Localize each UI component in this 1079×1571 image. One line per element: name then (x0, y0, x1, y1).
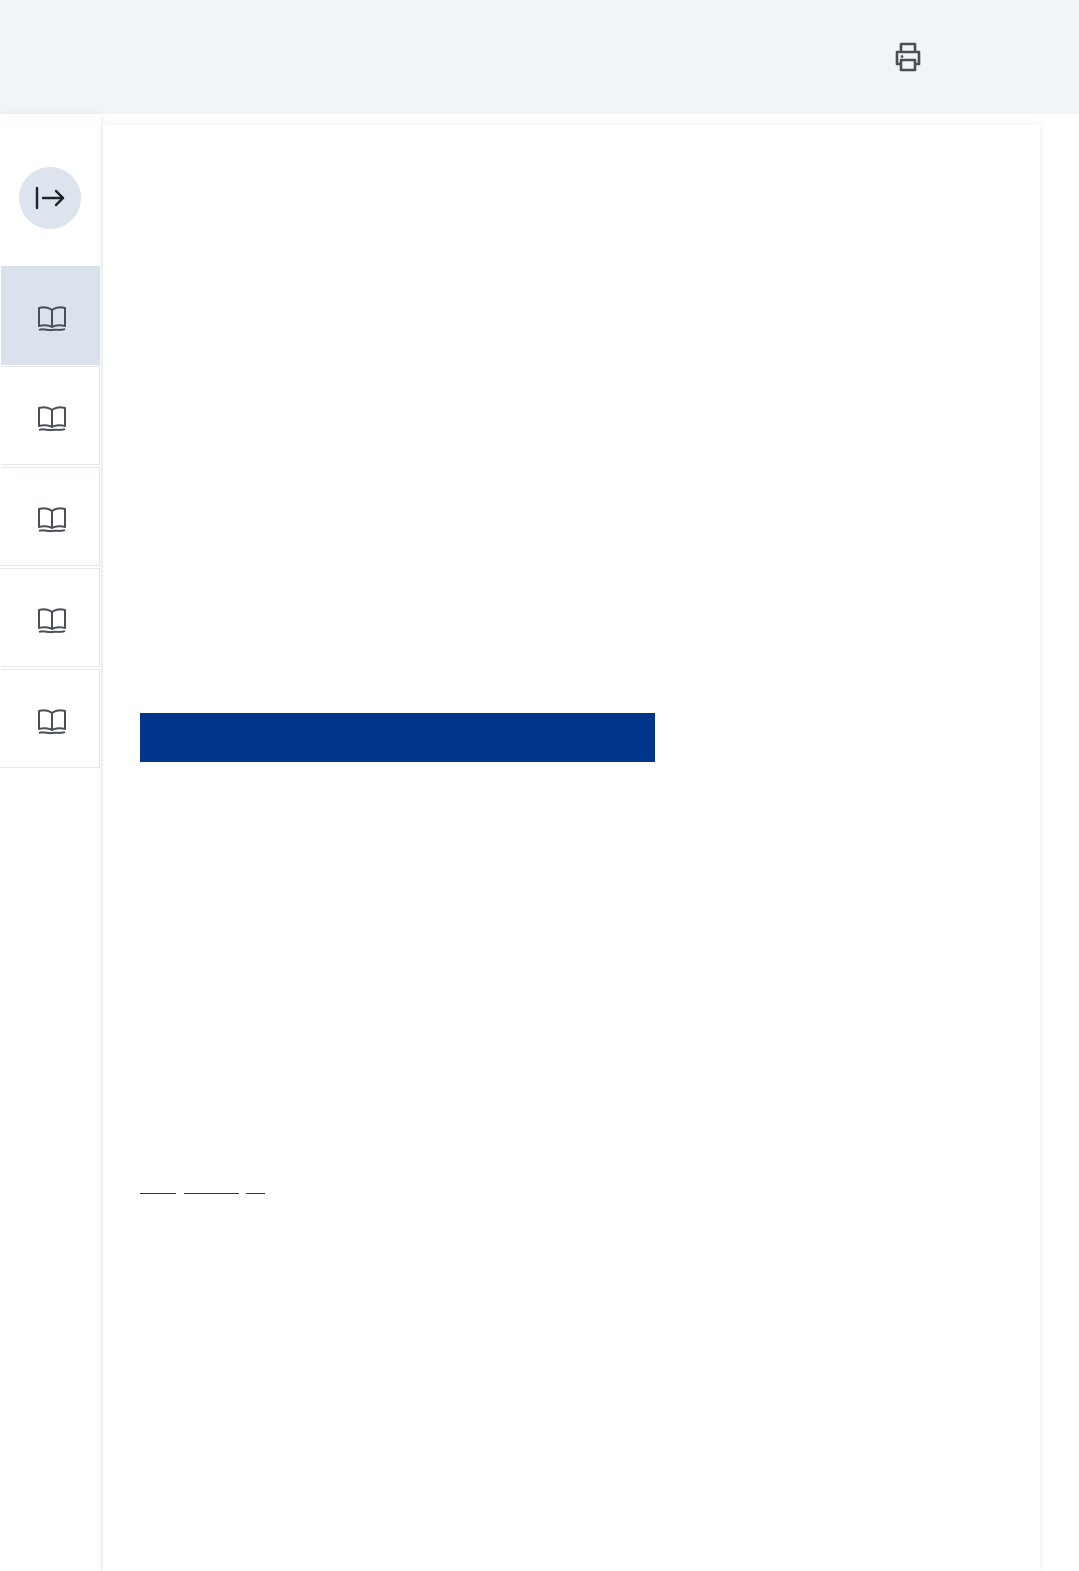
link[interactable] (184, 1192, 239, 1194)
nav-item[interactable] (1, 366, 100, 465)
nav-item[interactable] (1, 266, 100, 365)
print-button[interactable] (888, 37, 928, 77)
book-icon (38, 608, 66, 634)
nav-item[interactable] (1, 568, 100, 667)
expand-icon (35, 186, 65, 210)
content-panel (103, 125, 1040, 1571)
link[interactable] (246, 1192, 265, 1194)
nav-item[interactable] (1, 669, 100, 768)
book-icon (38, 709, 66, 735)
header (0, 0, 1079, 114)
expand-toggle[interactable] (19, 167, 81, 229)
link[interactable] (140, 1192, 176, 1194)
book-icon (38, 406, 66, 432)
sidebar (0, 114, 101, 1571)
nav-item[interactable] (1, 467, 100, 566)
book-icon (38, 507, 66, 533)
banner (140, 713, 655, 762)
book-icon (38, 306, 66, 332)
